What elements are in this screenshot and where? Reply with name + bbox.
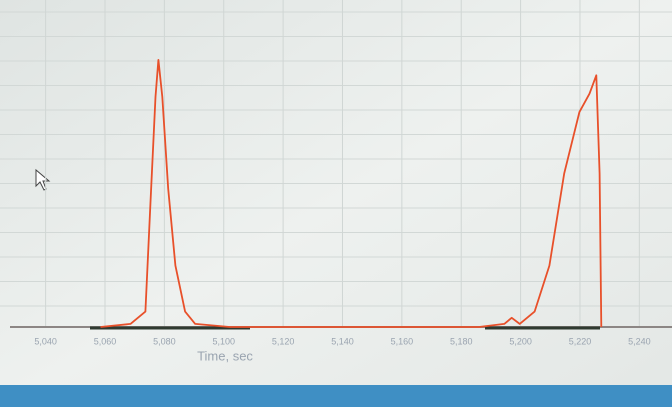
x-tick-label: 5,140 — [331, 336, 354, 346]
data-line — [100, 59, 603, 328]
x-tick-label: 5,240 — [628, 336, 651, 346]
x-tick-label: 5,080 — [153, 336, 176, 346]
x-tick-label: 5,120 — [272, 336, 295, 346]
x-tick-label: 5,100 — [212, 336, 235, 346]
mouse-cursor — [35, 168, 51, 191]
x-tick-label: 5,160 — [391, 336, 414, 346]
x-tick-label: 5,060 — [94, 336, 117, 346]
x-tick-label: 5,200 — [509, 336, 532, 346]
x-tick-label: 5,040 — [34, 336, 57, 346]
horizontal-grid — [0, 11, 672, 307]
x-tick-label: 5,180 — [450, 336, 473, 346]
x-axis-label: Time, sec — [197, 348, 253, 363]
x-tick-label: 5,220 — [569, 336, 592, 346]
taskbar — [0, 385, 672, 407]
